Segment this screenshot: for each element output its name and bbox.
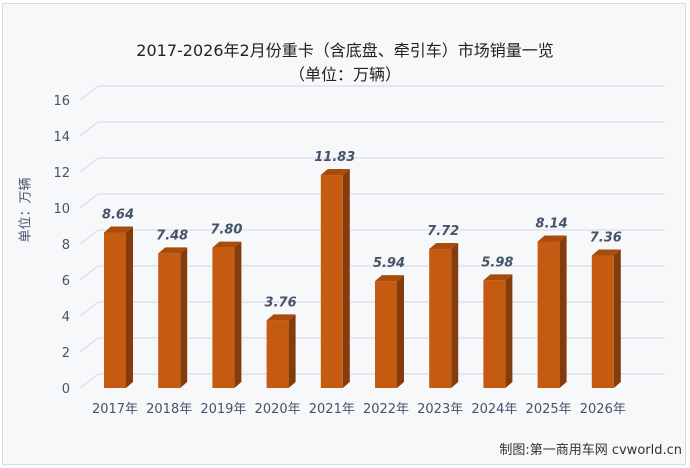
credit-watermark: 制图:第一商用车网 cvworld.cn xyxy=(499,443,682,458)
y-tick-label: 6 xyxy=(62,274,70,289)
y-tick-label: 8 xyxy=(62,238,70,253)
gridline xyxy=(79,121,665,137)
bar-top xyxy=(104,226,133,233)
gridline xyxy=(79,193,665,209)
x-tick-label: 2021年 xyxy=(309,402,355,417)
data-label: 8.14 xyxy=(536,216,568,231)
x-tick-label: 2020年 xyxy=(255,402,301,417)
x-tick-label: 2019年 xyxy=(200,402,246,417)
data-label: 7.80 xyxy=(210,223,242,238)
gridline xyxy=(79,373,665,389)
bar-side xyxy=(505,274,513,388)
data-label: 11.83 xyxy=(314,150,355,165)
gridline xyxy=(79,265,665,281)
data-label: 7.48 xyxy=(156,228,188,243)
bar-side xyxy=(288,314,296,388)
bar-top xyxy=(375,275,404,282)
bar-top xyxy=(591,249,621,256)
bar-side xyxy=(451,243,459,388)
bar-top xyxy=(212,241,242,248)
y-tick-label: 2 xyxy=(62,346,70,361)
x-tick-label: 2017年 xyxy=(92,402,138,417)
chart-title: 2017-2026年2月份重卡（含底盘、牵引车）市场销量一览 xyxy=(136,41,554,60)
bar-top xyxy=(320,169,350,176)
gridline xyxy=(79,85,665,101)
x-tick-label: 2025年 xyxy=(526,402,572,417)
bar xyxy=(212,247,235,388)
bar-top xyxy=(483,274,513,281)
gridline xyxy=(79,229,665,245)
gridline xyxy=(79,157,665,173)
data-label: 7.72 xyxy=(427,224,459,239)
y-tick-label: 0 xyxy=(62,382,70,397)
bar-side xyxy=(342,169,350,388)
y-tick-label: 16 xyxy=(53,94,70,109)
data-label: 5.94 xyxy=(373,256,405,271)
bar xyxy=(320,175,343,388)
bar-top xyxy=(537,235,567,242)
bar-side xyxy=(397,275,404,388)
bar-top xyxy=(266,314,296,321)
data-label: 5.98 xyxy=(481,255,513,270)
y-tick-label: 14 xyxy=(53,130,70,145)
x-tick-label: 2018年 xyxy=(146,402,192,417)
x-tick-label: 2023年 xyxy=(417,402,463,417)
data-label: 3.76 xyxy=(265,295,297,310)
bar xyxy=(104,232,126,388)
x-tick-label: 2022年 xyxy=(363,402,409,417)
bar xyxy=(483,280,506,388)
y-tick-label: 10 xyxy=(53,202,70,217)
bar-side xyxy=(180,247,188,388)
bar xyxy=(591,255,614,388)
y-tick-label: 12 xyxy=(53,166,70,181)
chart-subtitle: （单位：万辆） xyxy=(288,65,401,84)
data-label: 7.36 xyxy=(590,231,622,246)
x-tick-label: 2026年 xyxy=(580,402,626,417)
bar-side xyxy=(234,241,242,388)
bar-side xyxy=(613,249,621,388)
y-tick-label: 4 xyxy=(62,310,70,325)
bar-top xyxy=(158,247,188,254)
gridline xyxy=(79,337,665,353)
bar xyxy=(429,249,452,388)
bar-top xyxy=(429,243,459,250)
gridline xyxy=(79,301,665,317)
x-tick-label: 2024年 xyxy=(471,402,517,417)
bar xyxy=(158,253,181,388)
data-label: 8.64 xyxy=(102,207,134,222)
bar xyxy=(266,320,289,388)
bar-side xyxy=(559,235,567,388)
bar-side xyxy=(126,226,133,388)
bar xyxy=(375,281,397,388)
bar xyxy=(537,241,560,388)
